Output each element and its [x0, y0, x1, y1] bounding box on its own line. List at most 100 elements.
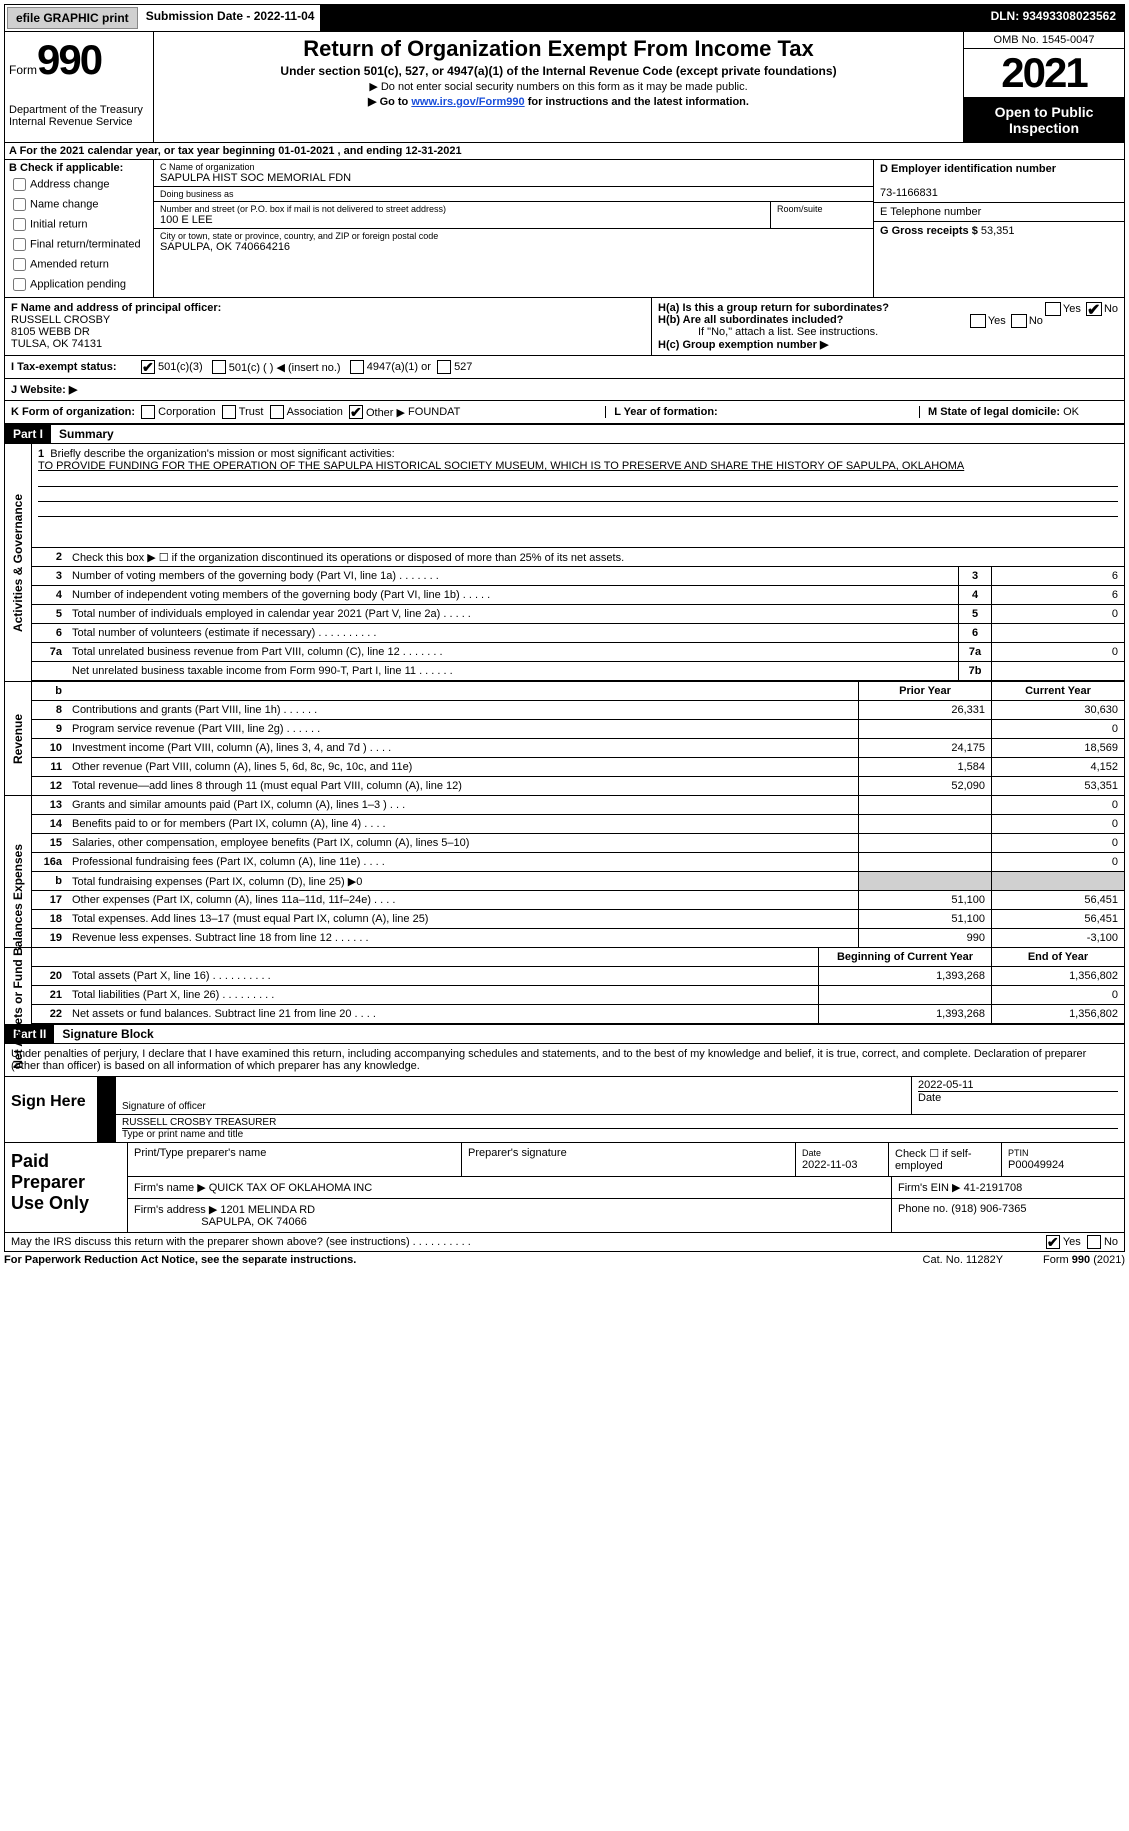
firm-address: 1201 MELINDA RD	[220, 1204, 315, 1216]
form-subtitle: Under section 501(c), 527, or 4947(a)(1)…	[162, 64, 955, 78]
cb-discuss-no[interactable]	[1087, 1235, 1101, 1249]
dln: DLN: 93493308023562	[983, 5, 1124, 31]
period-row: A For the 2021 calendar year, or tax yea…	[4, 143, 1125, 160]
arrow-icon	[98, 1115, 116, 1142]
prep-date: 2022-11-03	[802, 1159, 857, 1171]
line-2: 2Check this box ▶ ☐ if the organization …	[32, 548, 1124, 567]
exp-line-16a: 16aProfessional fundraising fees (Part I…	[32, 853, 1124, 872]
box-h: H(a) Is this a group return for subordin…	[651, 298, 1124, 355]
net-line-21: 21Total liabilities (Part X, line 26) . …	[32, 986, 1124, 1005]
box-e: E Telephone number	[874, 203, 1124, 222]
ptin: P00049924	[1008, 1159, 1064, 1171]
gov-line-5: 5Total number of individuals employed in…	[32, 605, 1124, 624]
gov-line-3: 3Number of voting members of the governi…	[32, 567, 1124, 586]
form-title: Return of Organization Exempt From Incom…	[162, 36, 955, 62]
net-header: Beginning of Current Year End of Year	[32, 948, 1124, 967]
dept-label: Department of the Treasury Internal Reve…	[9, 104, 149, 128]
rev-line-9: 9Program service revenue (Part VIII, lin…	[32, 720, 1124, 739]
form-note-2: ▶ Go to www.irs.gov/Form990 for instruct…	[162, 95, 955, 108]
tax-year: 2021	[964, 49, 1124, 98]
part1-title: Summary	[51, 425, 122, 443]
part2-title: Signature Block	[54, 1025, 161, 1043]
form-note-1: ▶ Do not enter social security numbers o…	[162, 80, 955, 93]
ein: 73-1166831	[880, 187, 938, 199]
mission-text: TO PROVIDE FUNDING FOR THE OPERATION OF …	[38, 460, 964, 472]
row-i-tax-exempt: I Tax-exempt status: 501(c)(3) 501(c) ( …	[4, 356, 1125, 379]
form-word: Form	[9, 63, 37, 77]
row-j-website: J Website: ▶	[4, 379, 1125, 401]
discuss-row: May the IRS discuss this return with the…	[4, 1233, 1125, 1252]
box-c: C Name of organization SAPULPA HIST SOC …	[154, 160, 873, 297]
side-label-activities: Activities & Governance	[5, 444, 32, 681]
rev-line-12: 12Total revenue—add lines 8 through 11 (…	[32, 777, 1124, 796]
arrow-icon	[98, 1077, 116, 1114]
open-public-label: Open to Public Inspection	[964, 98, 1124, 142]
row-k-form-org: K Form of organization: Corporation Trus…	[4, 401, 1125, 424]
exp-line-18: 18Total expenses. Add lines 13–17 (must …	[32, 910, 1124, 929]
cb-501c3[interactable]	[141, 360, 155, 374]
topbar-spacer	[320, 5, 982, 31]
cb-name-change[interactable]: Name change	[9, 195, 149, 214]
rev-line-10: 10Investment income (Part VIII, column (…	[32, 739, 1124, 758]
side-label-netassets: Net Assets or Fund Balances	[5, 948, 32, 1024]
officer-addr2: TULSA, OK 74131	[11, 338, 102, 350]
cb-501c[interactable]	[212, 360, 226, 374]
cb-other[interactable]	[349, 405, 363, 419]
officer-name: RUSSELL CROSBY	[11, 314, 110, 326]
org-name: SAPULPA HIST SOC MEMORIAL FDN	[160, 172, 867, 184]
officer-name-title: RUSSELL CROSBY TREASURER	[122, 1117, 1118, 1128]
submission-date: Submission Date - 2022-11-04	[140, 5, 321, 31]
gov-line-7a: 7aTotal unrelated business revenue from …	[32, 643, 1124, 662]
box-b: B Check if applicable: Address change Na…	[5, 160, 154, 297]
cb-amended[interactable]: Amended return	[9, 255, 149, 274]
street-address: 100 E LEE	[160, 214, 764, 226]
net-line-22: 22Net assets or fund balances. Subtract …	[32, 1005, 1124, 1024]
state-domicile: OK	[1063, 406, 1079, 418]
cb-assoc[interactable]	[270, 405, 284, 419]
net-line-20: 20Total assets (Part X, line 16) . . . .…	[32, 967, 1124, 986]
box-g: G Gross receipts $ 53,351	[874, 222, 1124, 240]
sign-here-block: Sign Here Signature of officer 2022-05-1…	[4, 1077, 1125, 1143]
signature-date: 2022-05-11	[918, 1079, 1118, 1091]
rev-line-8: 8Contributions and grants (Part VIII, li…	[32, 701, 1124, 720]
box-d: D Employer identification number 73-1166…	[874, 160, 1124, 203]
firm-ein: 41-2191708	[964, 1182, 1023, 1194]
gov-line-7b: Net unrelated business taxable income fr…	[32, 662, 1124, 681]
exp-line-b: bTotal fundraising expenses (Part IX, co…	[32, 872, 1124, 891]
cb-corp[interactable]	[141, 405, 155, 419]
exp-line-13: 13Grants and similar amounts paid (Part …	[32, 796, 1124, 815]
part1-tag: Part I	[5, 425, 51, 443]
form-number: 990	[37, 36, 101, 83]
city-state-zip: SAPULPA, OK 740664216	[160, 241, 867, 253]
cb-trust[interactable]	[222, 405, 236, 419]
cb-discuss-yes[interactable]	[1046, 1235, 1060, 1249]
exp-line-19: 19Revenue less expenses. Subtract line 1…	[32, 929, 1124, 948]
cb-final-return[interactable]: Final return/terminated	[9, 235, 149, 254]
firm-name: QUICK TAX OF OKLAHOMA INC	[209, 1182, 372, 1194]
gov-line-4: 4Number of independent voting members of…	[32, 586, 1124, 605]
paid-preparer-block: Paid Preparer Use Only Print/Type prepar…	[4, 1143, 1125, 1233]
form-header: Form990 Department of the Treasury Inter…	[4, 32, 1125, 143]
cb-address-change[interactable]: Address change	[9, 175, 149, 194]
firm-phone: (918) 906-7365	[951, 1203, 1026, 1215]
gross-receipts: 53,351	[981, 225, 1015, 237]
officer-addr1: 8105 WEBB DR	[11, 326, 90, 338]
exp-line-14: 14Benefits paid to or for members (Part …	[32, 815, 1124, 834]
other-org-value: FOUNDAT	[408, 406, 460, 418]
top-bar: efile GRAPHIC print Submission Date - 20…	[4, 4, 1125, 32]
exp-line-15: 15Salaries, other compensation, employee…	[32, 834, 1124, 853]
cb-4947[interactable]	[350, 360, 364, 374]
line-1-mission: 1 Briefly describe the organization's mi…	[32, 444, 1124, 548]
irs-link[interactable]: www.irs.gov/Form990	[411, 96, 524, 108]
cb-527[interactable]	[437, 360, 451, 374]
cb-initial-return[interactable]: Initial return	[9, 215, 149, 234]
gov-line-6: 6Total number of volunteers (estimate if…	[32, 624, 1124, 643]
page-footer: For Paperwork Reduction Act Notice, see …	[4, 1252, 1125, 1268]
side-label-revenue: Revenue	[5, 682, 32, 796]
signature-intro: Under penalties of perjury, I declare th…	[4, 1044, 1125, 1077]
box-f: F Name and address of principal officer:…	[5, 298, 651, 355]
omb-number: OMB No. 1545-0047	[964, 32, 1124, 49]
rev-line-11: 11Other revenue (Part VIII, column (A), …	[32, 758, 1124, 777]
cb-application-pending[interactable]: Application pending	[9, 275, 149, 294]
efile-print-button[interactable]: efile GRAPHIC print	[7, 7, 138, 29]
